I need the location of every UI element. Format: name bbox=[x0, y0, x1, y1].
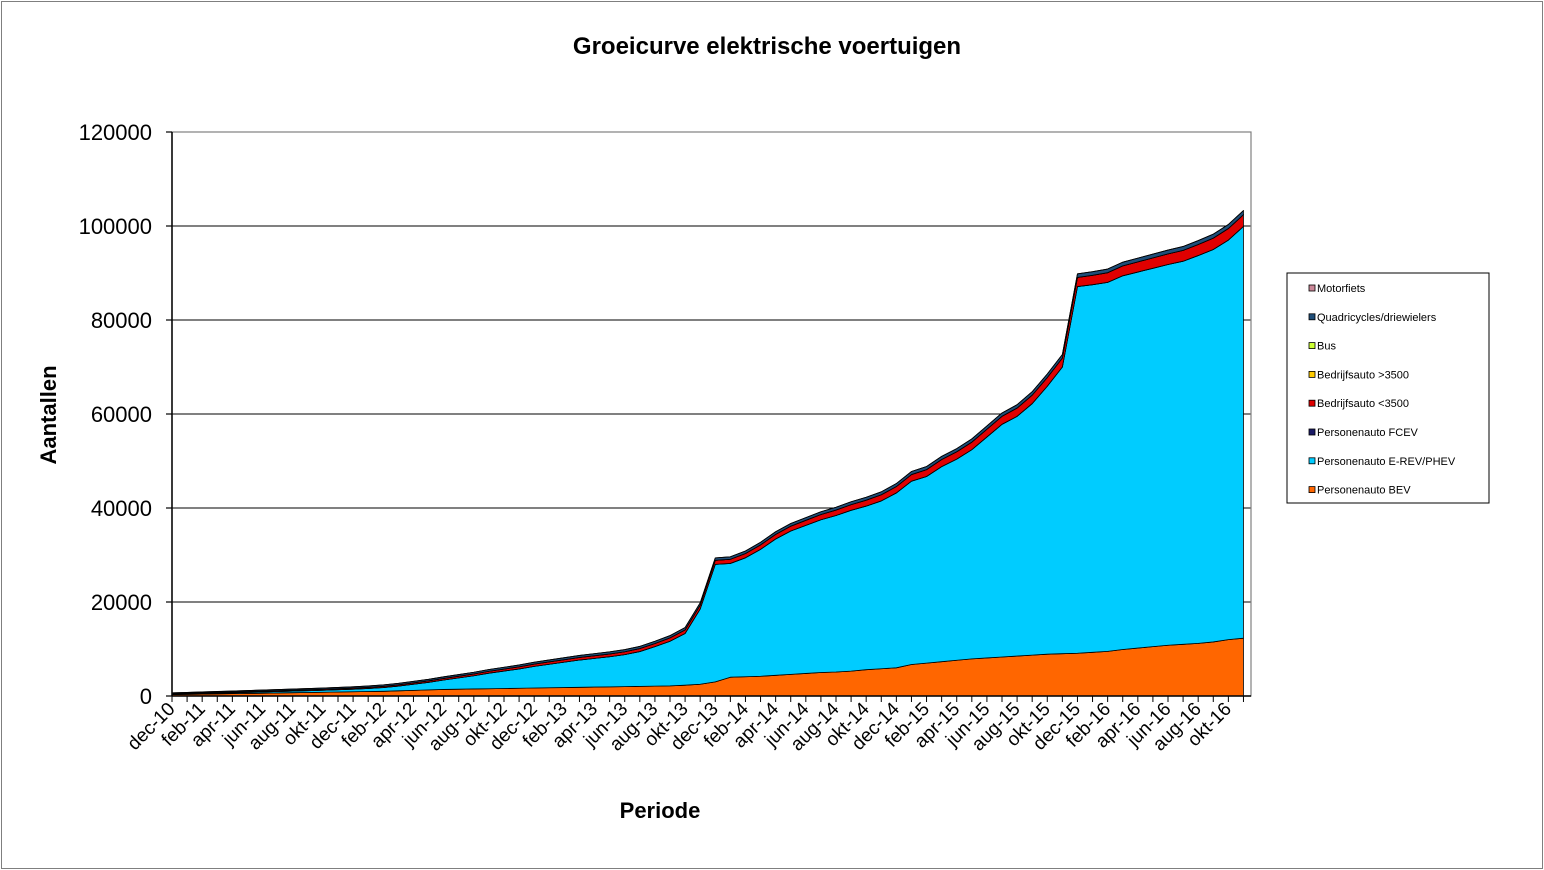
legend-label-7: Personenauto BEV bbox=[1317, 485, 1411, 497]
legend-swatch-4 bbox=[1308, 399, 1316, 407]
x-axis-title: Periode bbox=[620, 798, 701, 823]
y-tick-label-3: 60000 bbox=[91, 402, 152, 427]
y-tick-label-4: 80000 bbox=[91, 308, 152, 333]
legend-box bbox=[1286, 272, 1490, 504]
y-tick-label-6: 120000 bbox=[79, 120, 152, 145]
legend-swatch-6 bbox=[1308, 457, 1316, 465]
legend-swatch-1 bbox=[1308, 313, 1316, 321]
area-series bbox=[171, 210, 1244, 697]
legend-label-4: Bedrijfsauto <3500 bbox=[1317, 398, 1409, 410]
legend-label-2: Bus bbox=[1317, 341, 1336, 353]
legend-label-3: Bedrijfsauto >3500 bbox=[1317, 369, 1409, 381]
legend: Motorfiets Quadricycles/driewielers Bus Bed… bbox=[1286, 272, 1490, 504]
legend-label-6: Personenauto E-REV/PHEV bbox=[1317, 456, 1456, 468]
y-tick-label-2: 40000 bbox=[91, 496, 152, 521]
y-tick-label-1: 20000 bbox=[91, 590, 152, 615]
y-tick-label-0: 0 bbox=[140, 684, 152, 709]
x-tick-labels: dec-10feb-11apr-11jun-11aug-11okt-11dec-… bbox=[124, 696, 1244, 755]
y-tick-label-5: 100000 bbox=[79, 214, 152, 239]
legend-label-0: Motorfiets bbox=[1317, 283, 1366, 295]
legend-swatch-0 bbox=[1308, 284, 1316, 292]
legend-swatch-2 bbox=[1308, 342, 1316, 350]
chart-title: Groeicurve elektrische voertuigen bbox=[573, 33, 961, 60]
y-axis-title: Aantallen bbox=[36, 365, 61, 464]
legend-swatch-5 bbox=[1308, 428, 1316, 436]
legend-swatch-7 bbox=[1308, 486, 1316, 494]
legend-swatch-3 bbox=[1308, 370, 1316, 378]
area-motorfiets bbox=[171, 210, 1244, 694]
y-tick-labels: 0 20000 40000 60000 80000 100000 120000 bbox=[79, 120, 172, 709]
legend-label-1: Quadricycles/driewielers bbox=[1317, 312, 1437, 324]
legend-label-5: Personenauto FCEV bbox=[1317, 427, 1419, 439]
